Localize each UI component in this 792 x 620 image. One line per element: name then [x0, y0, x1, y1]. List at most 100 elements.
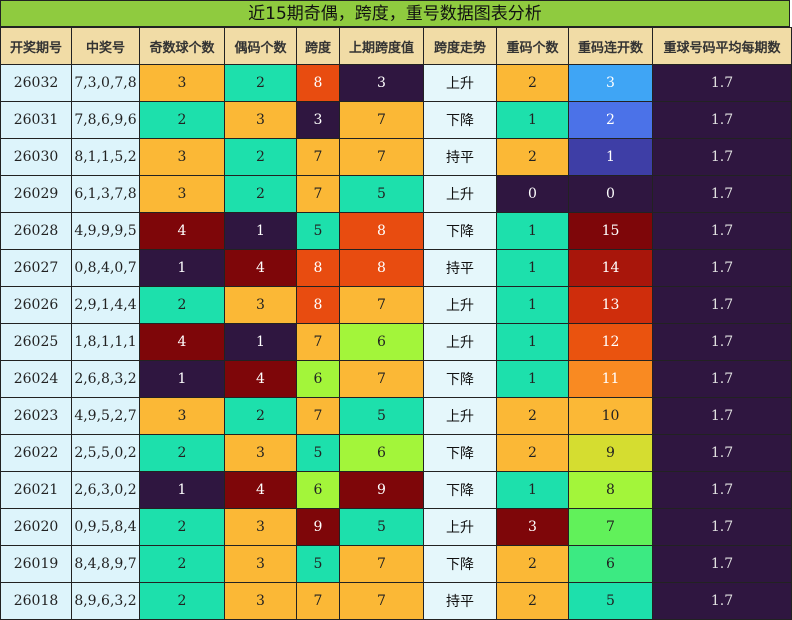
period-cell: 26032: [0, 64, 72, 102]
even-count-cell: 3: [224, 286, 297, 324]
table-row: 26029 6,1,3,7,8 3 2 7 5 上升 0 0 1.7: [0, 175, 792, 213]
period-cell: 26024: [0, 360, 72, 398]
prev-span-cell: 8: [339, 249, 424, 287]
col-header-repeat-average: 重球号码平均每期数: [652, 27, 792, 65]
prev-span-cell: 3: [339, 64, 424, 102]
numbers-cell: 7,3,0,7,8: [71, 64, 140, 102]
repeat-count-cell: 1: [496, 360, 569, 398]
repeat-count-cell: 1: [496, 249, 569, 287]
repeat-streak-cell: 2: [568, 101, 653, 139]
repeat-count-cell: 1: [496, 286, 569, 324]
repeat-average-cell: 1.7: [652, 360, 792, 398]
span-trend-cell: 上升: [423, 323, 497, 361]
repeat-streak-cell: 1: [568, 138, 653, 176]
table-row: 26025 1,8,1,1,1 4 1 7 6 上升 1 12 1.7: [0, 323, 792, 361]
numbers-cell: 7,8,6,9,6: [71, 101, 140, 139]
odd-count-cell: 3: [139, 175, 225, 213]
table-row: 26021 2,6,3,0,2 1 4 6 9 下降 1 8 1.7: [0, 471, 792, 509]
col-header-numbers: 中奖号: [71, 27, 140, 65]
even-count-cell: 2: [224, 138, 297, 176]
repeat-streak-cell: 8: [568, 471, 653, 509]
span-cell: 5: [296, 212, 340, 250]
repeat-average-cell: 1.7: [652, 212, 792, 250]
numbers-cell: 8,1,1,5,2: [71, 138, 140, 176]
repeat-average-cell: 1.7: [652, 138, 792, 176]
span-cell: 9: [296, 508, 340, 546]
repeat-streak-cell: 11: [568, 360, 653, 398]
even-count-cell: 4: [224, 471, 297, 509]
prev-span-cell: 9: [339, 471, 424, 509]
repeat-streak-cell: 3: [568, 64, 653, 102]
odd-count-cell: 1: [139, 360, 225, 398]
numbers-cell: 8,4,8,9,7: [71, 545, 140, 583]
odd-count-cell: 2: [139, 545, 225, 583]
table-row: 26020 0,9,5,8,4 2 3 9 5 上升 3 7 1.7: [0, 508, 792, 546]
numbers-cell: 0,9,5,8,4: [71, 508, 140, 546]
table-row: 26030 8,1,1,5,2 3 2 7 7 持平 2 1 1.7: [0, 138, 792, 176]
span-trend-cell: 持平: [423, 582, 497, 620]
prev-span-cell: 6: [339, 323, 424, 361]
repeat-streak-cell: 6: [568, 545, 653, 583]
even-count-cell: 1: [224, 323, 297, 361]
numbers-cell: 0,8,4,0,7: [71, 249, 140, 287]
prev-span-cell: 6: [339, 434, 424, 472]
span-trend-cell: 下降: [423, 101, 497, 139]
numbers-cell: 2,6,3,0,2: [71, 471, 140, 509]
repeat-average-cell: 1.7: [652, 249, 792, 287]
span-trend-cell: 持平: [423, 138, 497, 176]
even-count-cell: 3: [224, 545, 297, 583]
odd-count-cell: 4: [139, 323, 225, 361]
prev-span-cell: 7: [339, 582, 424, 620]
odd-count-cell: 2: [139, 582, 225, 620]
odd-count-cell: 2: [139, 508, 225, 546]
repeat-average-cell: 1.7: [652, 397, 792, 435]
even-count-cell: 1: [224, 212, 297, 250]
period-cell: 26029: [0, 175, 72, 213]
odd-count-cell: 4: [139, 212, 225, 250]
repeat-average-cell: 1.7: [652, 323, 792, 361]
header-row: 开奖期号 中奖号 奇数球个数 偶码个数 跨度 上期跨度值 跨度走势 重码个数 重…: [0, 27, 792, 65]
even-count-cell: 2: [224, 397, 297, 435]
numbers-cell: 4,9,5,2,7: [71, 397, 140, 435]
repeat-count-cell: 2: [496, 582, 569, 620]
repeat-streak-cell: 10: [568, 397, 653, 435]
repeat-count-cell: 2: [496, 545, 569, 583]
period-cell: 26030: [0, 138, 72, 176]
numbers-cell: 6,1,3,7,8: [71, 175, 140, 213]
span-trend-cell: 下降: [423, 471, 497, 509]
col-header-repeat-count: 重码个数: [496, 27, 569, 65]
numbers-cell: 2,5,5,0,2: [71, 434, 140, 472]
period-cell: 26027: [0, 249, 72, 287]
prev-span-cell: 7: [339, 360, 424, 398]
period-cell: 26020: [0, 508, 72, 546]
table-row: 26018 8,9,6,3,2 2 3 7 7 持平 2 5 1.7: [0, 582, 792, 620]
repeat-count-cell: 2: [496, 64, 569, 102]
table-row: 26024 2,6,8,3,2 1 4 6 7 下降 1 11 1.7: [0, 360, 792, 398]
span-cell: 7: [296, 582, 340, 620]
numbers-cell: 2,9,1,4,4: [71, 286, 140, 324]
prev-span-cell: 7: [339, 286, 424, 324]
period-cell: 26025: [0, 323, 72, 361]
span-trend-cell: 下降: [423, 434, 497, 472]
even-count-cell: 2: [224, 64, 297, 102]
odd-count-cell: 3: [139, 64, 225, 102]
span-cell: 7: [296, 397, 340, 435]
odd-count-cell: 3: [139, 138, 225, 176]
repeat-streak-cell: 5: [568, 582, 653, 620]
prev-span-cell: 8: [339, 212, 424, 250]
repeat-average-cell: 1.7: [652, 434, 792, 472]
repeat-count-cell: 2: [496, 138, 569, 176]
col-header-odd-count: 奇数球个数: [139, 27, 225, 65]
repeat-streak-cell: 7: [568, 508, 653, 546]
span-trend-cell: 上升: [423, 286, 497, 324]
period-cell: 26018: [0, 582, 72, 620]
even-count-cell: 4: [224, 249, 297, 287]
repeat-streak-cell: 0: [568, 175, 653, 213]
span-trend-cell: 下降: [423, 360, 497, 398]
prev-span-cell: 5: [339, 175, 424, 213]
span-cell: 7: [296, 323, 340, 361]
even-count-cell: 3: [224, 434, 297, 472]
repeat-count-cell: 2: [496, 397, 569, 435]
odd-count-cell: 2: [139, 101, 225, 139]
